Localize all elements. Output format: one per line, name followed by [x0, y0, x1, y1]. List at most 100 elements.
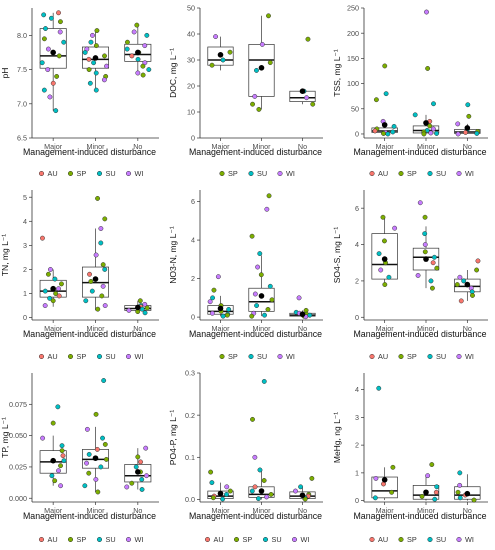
data-point [455, 131, 461, 137]
mean-point [135, 469, 141, 475]
y-tick-label: 6 [355, 204, 359, 213]
y-tick-label: 0.050 [9, 431, 27, 440]
y-tick-label: 50 [351, 104, 359, 113]
legend-label-su: SU [106, 169, 116, 178]
data-point [227, 488, 233, 494]
data-point [428, 278, 434, 284]
data-point [422, 242, 428, 248]
x-tick-label: Major [376, 142, 395, 151]
data-point [138, 459, 144, 465]
y-tick-label: 0.2 [185, 411, 195, 420]
y-tick-label: 3 [355, 413, 359, 422]
data-point [102, 266, 108, 272]
legend-label-wi: WI [135, 352, 144, 361]
data-point [254, 67, 259, 73]
x-tick-label: Minor [253, 142, 272, 151]
y-tick-label: 250 [347, 4, 359, 13]
data-point [129, 53, 135, 59]
data-point [389, 489, 395, 495]
data-point [257, 251, 263, 257]
legend-swatch-sp [67, 170, 74, 177]
y-tick-label: 0.000 [9, 494, 27, 503]
x-axis-label: Management-induced disturbance [353, 147, 486, 157]
data-point [373, 97, 379, 103]
legend-label-au: AU [48, 352, 58, 361]
y-tick-label: 8.0 [17, 31, 27, 40]
panel-tn: 0 1 2 3 4 5 TN, mg L⁻¹ Major Minor NoManagement-i… [0, 190, 159, 361]
y-axis-label: TSS, mg L⁻¹ [332, 49, 342, 97]
data-point [135, 70, 141, 76]
data-point [385, 131, 391, 137]
data-point [93, 43, 99, 49]
data-point [220, 57, 226, 63]
y-axis-label: TN, mg L⁻¹ [0, 234, 10, 276]
y-axis-label: PO4-P, mg L⁻¹ [168, 410, 178, 466]
data-point [261, 478, 267, 483]
mean-point [135, 49, 141, 56]
data-point [382, 238, 387, 244]
x-tick-label: Major [44, 142, 63, 151]
data-point [457, 482, 463, 488]
data-point [252, 484, 258, 490]
data-point [144, 305, 150, 311]
x-tick-label: Minor [417, 506, 436, 515]
legend-label-au: AU [378, 169, 388, 178]
data-point [210, 295, 216, 301]
y-tick-label: 30 [187, 56, 195, 65]
data-point [466, 113, 472, 119]
data-point [455, 489, 461, 495]
mean-point [423, 489, 429, 496]
legend-swatch-sp [67, 353, 74, 360]
data-point [376, 251, 382, 257]
legend-swatch-su [427, 353, 433, 360]
data-point [93, 70, 99, 76]
data-point [100, 262, 106, 268]
legend-swatch-au [369, 170, 375, 177]
legend-swatch-su [262, 536, 269, 543]
data-point [95, 195, 101, 201]
mean-point [135, 304, 141, 311]
data-point [39, 60, 45, 66]
data-point [61, 39, 67, 45]
data-point [95, 306, 101, 312]
data-point [380, 214, 386, 220]
data-point [383, 91, 389, 97]
data-point [50, 420, 56, 426]
data-point [102, 441, 108, 447]
x-axis-label: Management-induced disturbance [353, 511, 486, 521]
data-point [100, 283, 106, 289]
data-point [429, 285, 435, 291]
data-point [252, 291, 258, 297]
data-point [98, 240, 104, 246]
data-point [458, 298, 464, 304]
mean-point [258, 488, 265, 494]
data-point [305, 36, 311, 42]
data-point [82, 50, 88, 55]
mean-point [423, 256, 429, 262]
data-point [86, 451, 92, 457]
mean-point [464, 281, 471, 288]
data-point [45, 67, 51, 73]
x-tick-label: No [298, 142, 307, 151]
data-point [126, 307, 132, 313]
y-tick-label: 0.025 [9, 463, 27, 472]
legend-label-sp: SP [228, 169, 238, 178]
legend-label-sp: SP [407, 535, 417, 544]
legend-swatch-su [427, 170, 433, 177]
mean-point [50, 285, 56, 292]
data-point [57, 19, 63, 25]
data-point [59, 443, 65, 449]
y-tick-label: 10 [187, 108, 195, 117]
data-point [373, 475, 379, 481]
legend-label-wi: WI [465, 535, 474, 544]
data-point [146, 67, 152, 73]
y-tick-label: 4 [355, 240, 359, 249]
data-point [142, 310, 148, 316]
data-point [93, 87, 99, 93]
data-point [298, 484, 304, 490]
data-point [47, 295, 53, 301]
data-point [372, 128, 378, 134]
panel-po4: 0.0 0.1 0.2 0.3 PO4-P, mg L⁻¹ Major Minor NoMan… [168, 369, 323, 544]
data-point [455, 121, 461, 127]
data-point [41, 12, 47, 18]
